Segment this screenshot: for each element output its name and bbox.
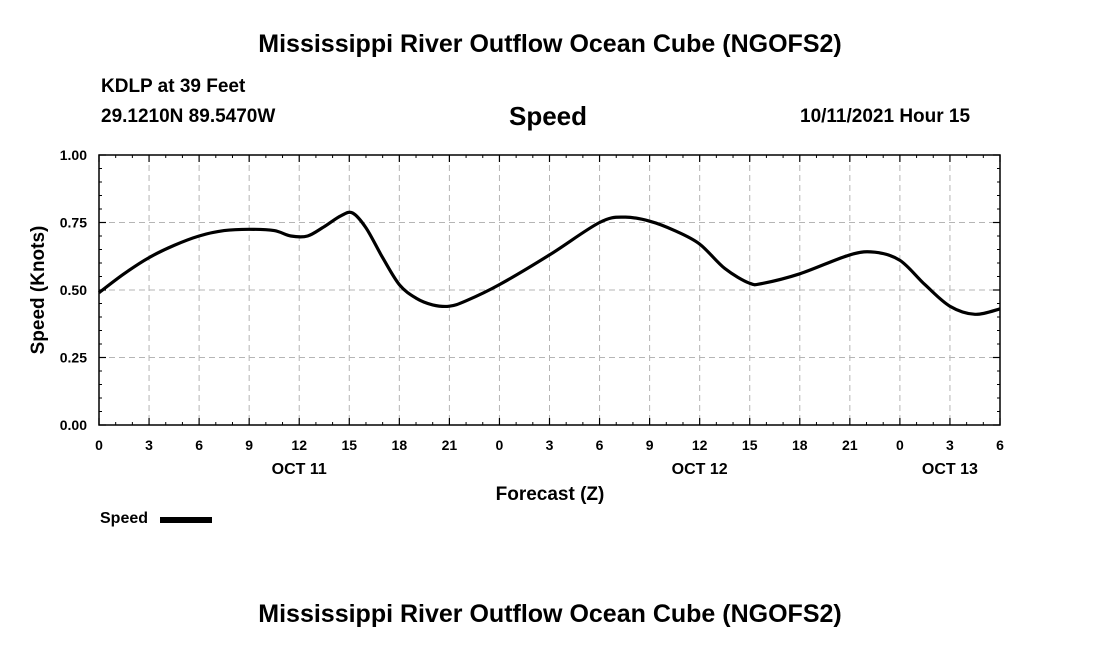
y-tick-label: 0.75	[60, 215, 87, 231]
coordinates-label: 29.1210N 89.5470W	[101, 106, 276, 127]
y-tick-label: 1.00	[60, 147, 87, 163]
x-tick-label: 18	[792, 437, 808, 453]
grid	[99, 155, 1000, 425]
y-tick-label: 0.00	[60, 417, 87, 433]
x-tick-label: 15	[742, 437, 758, 453]
legend-line-swatch	[160, 517, 212, 523]
axis-labels: 0 3 6 9 12 15 18 21 0 3 6 9 12 15 18 21 0 3 6 0.00 0.25 0.50 0…	[60, 147, 1004, 478]
y-tick-label: 0.50	[60, 282, 87, 298]
x-tick-label: 21	[442, 437, 458, 453]
series	[98, 210, 1001, 316]
top-title: Mississippi River Outflow Ocean Cube (NG…	[258, 30, 842, 58]
x-tick-label: 9	[646, 437, 654, 453]
x-tick-label: 6	[596, 437, 604, 453]
x-tick-label: 21	[842, 437, 858, 453]
x-tick-label: 0	[896, 437, 904, 453]
day-label: OCT 12	[672, 461, 728, 478]
x-tick-label: 6	[195, 437, 203, 453]
speed-series-line	[98, 210, 1001, 316]
x-tick-label: 0	[496, 437, 504, 453]
day-label: OCT 11	[272, 461, 327, 478]
x-tick-label: 12	[692, 437, 708, 453]
datetime-label: 10/11/2021 Hour 15	[800, 106, 971, 127]
y-tick-label: 0.25	[60, 350, 87, 366]
x-tick-label: 18	[392, 437, 408, 453]
chart-title: Speed	[509, 101, 588, 131]
x-axis-title: Forecast (Z)	[496, 484, 605, 505]
day-label: OCT 13	[922, 461, 978, 478]
bottom-title: Mississippi River Outflow Ocean Cube (NG…	[258, 600, 842, 628]
legend-label: Speed	[100, 510, 149, 527]
station-label: KDLP at 39 Feet	[101, 76, 246, 97]
x-tick-label: 12	[291, 437, 307, 453]
x-tick-label: 6	[996, 437, 1004, 453]
axis-ticks	[98, 154, 1001, 426]
x-tick-label: 9	[245, 437, 253, 453]
x-tick-label: 3	[546, 437, 554, 453]
y-axis-title: Speed (Knots)	[28, 226, 49, 355]
x-tick-label: 3	[145, 437, 153, 453]
x-tick-label: 0	[95, 437, 103, 453]
x-tick-label: 15	[341, 437, 357, 453]
x-tick-label: 3	[946, 437, 954, 453]
